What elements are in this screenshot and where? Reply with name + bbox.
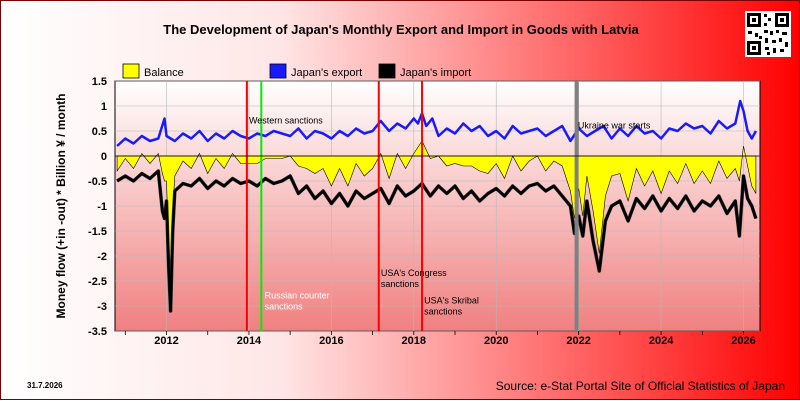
y-tick-label: -3.5: [88, 326, 107, 338]
event-lines: [245, 81, 579, 331]
legend-label: Balance: [144, 67, 184, 79]
event-label: USA's Skribal sanctions: [424, 296, 479, 317]
x-tick-label: 2012: [154, 335, 178, 347]
y-tick-label: 0.5: [92, 126, 107, 138]
export-line: [116, 99, 757, 147]
x-tick-label: 2024: [649, 335, 674, 347]
legend-swatch: [122, 63, 140, 79]
balance-area: [116, 140, 757, 294]
y-tick-label: -1: [97, 201, 107, 213]
import-line: [116, 169, 758, 313]
x-tick-label: 2016: [319, 335, 343, 347]
source-note: Source: e-Stat Portal Site of Official S…: [495, 379, 785, 393]
legend-label: Japan's export: [291, 67, 362, 79]
y-tick-label: -0.5: [88, 176, 107, 188]
date-stamp: 31.7.2026: [27, 381, 63, 390]
y-tick-label: 0: [101, 151, 107, 163]
y-tick-label: -3: [97, 301, 107, 313]
chart-title: The Development of Japan's Monthly Expor…: [163, 22, 639, 37]
x-tick-label: 2022: [566, 335, 590, 347]
x-tick-labels: 2012 2014 2016 2018 2020 2022 2024 2026: [154, 335, 755, 347]
qr-code-icon: [745, 11, 791, 57]
x-tick-label: 2014: [237, 335, 262, 347]
y-tick-labels: 1.5 1 0.5 0 -0.5 -1 -1.5 -2 -2.5 -3 -3.5: [88, 76, 107, 338]
y-tick-label: -1.5: [88, 226, 107, 238]
y-tick-label: -2.5: [88, 276, 107, 288]
x-tick-label: 2026: [731, 335, 755, 347]
event-label: Ukraine war starts: [578, 121, 651, 131]
legend-swatch: [378, 63, 396, 79]
legend-label: Japan's import: [400, 67, 471, 79]
legend: Balance Japan's export Japan's import: [122, 63, 471, 79]
y-tick-label: -2: [97, 251, 107, 263]
x-tick-label: 2018: [402, 335, 426, 347]
event-label: Russian counter sanctions: [265, 291, 330, 312]
event-labels: Russian counter sanctions USA's Congress sa…: [249, 116, 651, 317]
y-tick-label: 1.5: [92, 76, 107, 88]
legend-swatch: [269, 63, 287, 79]
y-tick-label: 1: [101, 101, 107, 113]
event-label: USA's Congress sanctions: [381, 268, 447, 289]
x-tick-label: 2020: [484, 335, 508, 347]
annotation-label: Western sanctions: [249, 116, 323, 126]
